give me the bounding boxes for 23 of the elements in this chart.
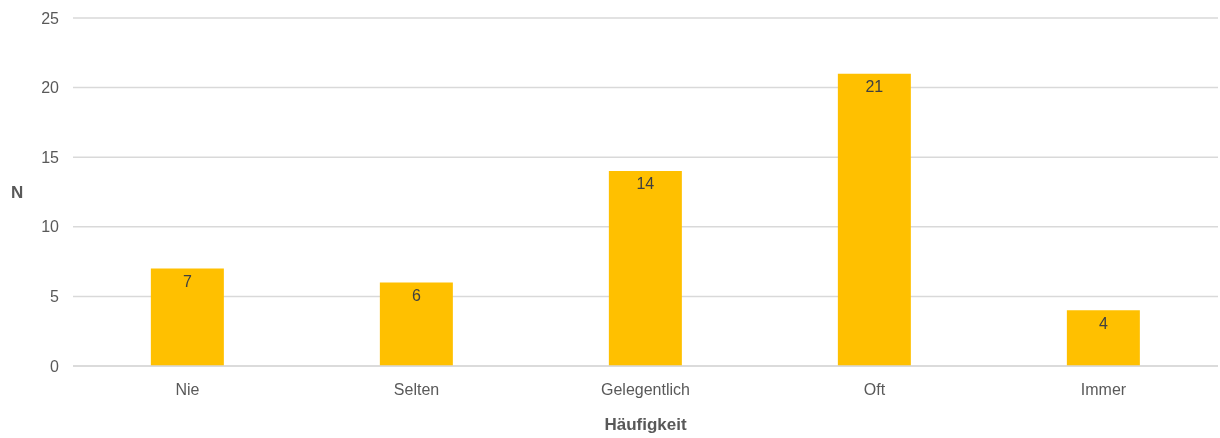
y-tick-label: 15 xyxy=(41,148,60,166)
bar xyxy=(608,171,682,366)
y-tick-label: 20 xyxy=(41,79,60,97)
y-tick-label: 5 xyxy=(50,288,60,306)
bar xyxy=(837,73,911,366)
bar xyxy=(1066,310,1140,366)
data-label: 14 xyxy=(636,175,655,193)
data-label: 7 xyxy=(182,272,192,290)
y-tick-label: 0 xyxy=(50,357,60,375)
x-tick-label: Selten xyxy=(393,381,440,399)
data-label: 6 xyxy=(411,286,421,304)
x-tick-label: Gelegentlich xyxy=(601,381,690,399)
x-tick-label: Immer xyxy=(1080,381,1127,399)
y-tick-label: 25 xyxy=(41,9,60,27)
x-tick-label: Oft xyxy=(863,381,886,399)
x-tick-label: Nie xyxy=(175,381,200,399)
bar xyxy=(150,268,224,366)
y-axis-title: N xyxy=(11,183,24,202)
y-tick-label: 10 xyxy=(41,218,60,236)
x-axis-title: Häufigkeit xyxy=(604,415,687,434)
data-label: 21 xyxy=(865,78,884,96)
bar xyxy=(379,282,453,366)
data-label: 4 xyxy=(1098,314,1108,332)
